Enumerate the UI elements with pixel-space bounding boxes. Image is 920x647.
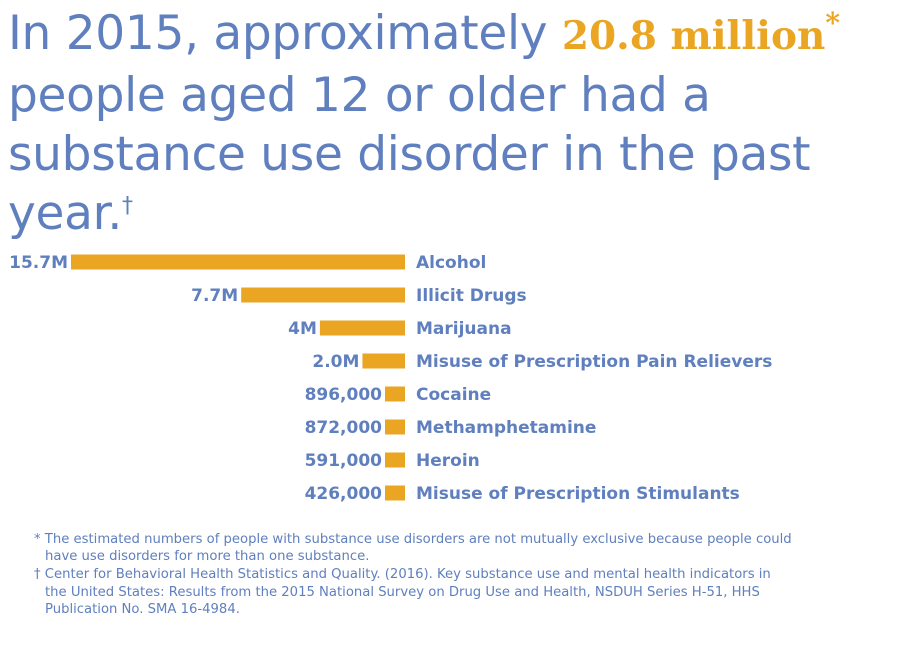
headline-dagger-mark: †: [121, 193, 133, 219]
bar-4: [385, 386, 405, 402]
footnotes: * The estimated numbers of people with s…: [34, 531, 794, 619]
bar-2: [319, 320, 405, 336]
footnote-dagger: † Center for Behavioral Health Statistic…: [34, 567, 771, 617]
headline-text-before: In 2015, approximately: [8, 6, 562, 61]
bar-value-label-2: 4M: [288, 319, 317, 339]
bar-category-label-6: Heroin: [416, 451, 480, 471]
headline-highlight-number: 20.8 million: [561, 13, 826, 59]
bar-0: [71, 254, 405, 270]
bar-1: [241, 287, 405, 303]
bar-category-label-2: Marijuana: [416, 319, 512, 339]
bar-5: [385, 419, 405, 435]
bar-value-label-5: 872,000: [305, 418, 383, 438]
bar-category-label-3: Misuse of Prescription Pain Relievers: [416, 352, 772, 372]
bar-value-label-7: 426,000: [305, 484, 383, 504]
bar-category-label-1: Illicit Drugs: [416, 286, 527, 306]
bar-category-label-5: Methamphetamine: [416, 418, 596, 438]
bar-value-label-3: 2.0M: [312, 352, 359, 372]
headline: In 2015, approximately 20.8 million* peo…: [8, 4, 913, 243]
bar-value-label-1: 7.7M: [191, 286, 238, 306]
substance-bar-chart: 15.7M Alcohol 7.7M Illicit Drugs 4M Marijuana…: [9, 253, 772, 504]
bar-6: [385, 452, 405, 468]
bar-category-label-4: Cocaine: [416, 385, 491, 405]
bar-category-label-0: Alcohol: [416, 253, 486, 273]
bar-category-label-7: Misuse of Prescription Stimulants: [416, 484, 740, 504]
footnote-asterisk: * The estimated numbers of people with s…: [34, 532, 792, 565]
bar-value-label-0: 15.7M: [9, 253, 68, 273]
bar-3: [362, 353, 405, 369]
headline-asterisk-mark: *: [825, 6, 840, 40]
bar-7: [385, 485, 405, 501]
bar-value-label-4: 896,000: [305, 385, 383, 405]
bar-value-label-6: 591,000: [305, 451, 383, 471]
headline-text-after: people aged 12 or older had a substance …: [8, 68, 811, 241]
